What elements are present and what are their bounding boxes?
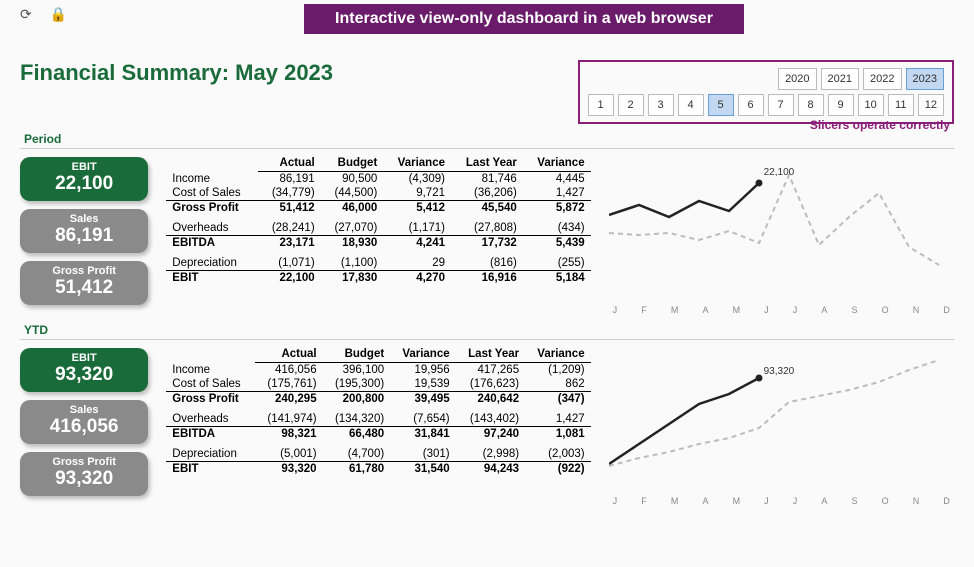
table-row: Depreciation(1,071)(1,100)29(816)(255): [166, 256, 590, 271]
refresh-icon[interactable]: ⟳: [20, 6, 32, 23]
slicer-panel: 2020202120222023 123456789101112: [578, 60, 955, 124]
table-row: Cost of Sales(175,761)(195,300)19,539(17…: [166, 377, 590, 392]
chart-annotation: 22,100: [764, 167, 795, 178]
table-row: Income416,056396,10019,956417,265(1,209): [166, 363, 590, 378]
kpi-card-sales: Sales416,056: [20, 400, 148, 444]
slicer-3[interactable]: 3: [648, 94, 674, 116]
period-section: EBIT22,100Sales86,191Gross Profit51,412 …: [20, 148, 954, 315]
kpi-card-gross-profit: Gross Profit51,412: [20, 261, 148, 305]
period-table: ActualBudgetVarianceLast YearVarianceInc…: [166, 155, 590, 285]
page-title: Financial Summary: May 2023: [20, 60, 333, 86]
banner-label: Interactive view-only dashboard in a web…: [304, 4, 744, 34]
table-row: EBITDA23,17118,9304,24117,7325,439: [166, 236, 590, 251]
kpi-card-gross-profit: Gross Profit93,320: [20, 452, 148, 496]
slicer-2021[interactable]: 2021: [821, 68, 859, 90]
table-row: Overheads(141,974)(134,320)(7,654)(143,4…: [166, 412, 590, 427]
slicer-1[interactable]: 1: [588, 94, 614, 116]
ytd-chart: 93,320JFMAMJJASOND: [609, 346, 954, 506]
table-row: Depreciation(5,001)(4,700)(301)(2,998)(2…: [166, 447, 590, 462]
table-row: Gross Profit240,295200,80039,495240,642(…: [166, 392, 590, 407]
kpi-card-sales: Sales86,191: [20, 209, 148, 253]
period-chart: 22,100JFMAMJJASOND: [609, 155, 954, 315]
chart-annotation: 93,320: [764, 366, 795, 377]
month-slicer: 123456789101112: [588, 94, 945, 116]
slicer-12[interactable]: 12: [918, 94, 944, 116]
slicer-2020[interactable]: 2020: [778, 68, 816, 90]
slicer-10[interactable]: 10: [858, 94, 884, 116]
slicer-8[interactable]: 8: [798, 94, 824, 116]
slicer-2022[interactable]: 2022: [863, 68, 901, 90]
ytd-table: ActualBudgetVarianceLast YearVarianceInc…: [166, 346, 590, 476]
table-row: Cost of Sales(34,779)(44,500)9,721(36,20…: [166, 186, 590, 201]
ytd-section: EBIT93,320 Sales416,056 Gross Profit93,320…: [20, 339, 954, 506]
slicer-4[interactable]: 4: [678, 94, 704, 116]
kpi-card-ebit: EBIT93,320: [20, 348, 148, 392]
slicer-2[interactable]: 2: [618, 94, 644, 116]
table-row: EBIT93,32061,78031,54094,243(922): [166, 462, 590, 477]
year-slicer: 2020202120222023: [588, 68, 945, 90]
kpi-card-ebit: EBIT22,100: [20, 157, 148, 201]
section-label-ytd: YTD: [24, 323, 954, 337]
section-label-period: Period: [24, 132, 954, 146]
slicer-9[interactable]: 9: [828, 94, 854, 116]
slicer-11[interactable]: 11: [888, 94, 914, 116]
slicer-5[interactable]: 5: [708, 94, 734, 116]
slicer-2023[interactable]: 2023: [906, 68, 944, 90]
table-row: Overheads(28,241)(27,070)(1,171)(27,808)…: [166, 221, 590, 236]
lock-icon: 🔒: [50, 6, 67, 23]
slicer-6[interactable]: 6: [738, 94, 764, 116]
table-row: EBIT22,10017,8304,27016,9165,184: [166, 271, 590, 286]
table-row: Gross Profit51,41246,0005,41245,5405,872: [166, 201, 590, 216]
table-row: Income86,19190,500(4,309)81,7464,445: [166, 172, 590, 187]
table-row: EBITDA98,32166,48031,84197,2401,081: [166, 427, 590, 442]
slicer-note: Slicers operate correctly: [810, 118, 950, 132]
slicer-7[interactable]: 7: [768, 94, 794, 116]
